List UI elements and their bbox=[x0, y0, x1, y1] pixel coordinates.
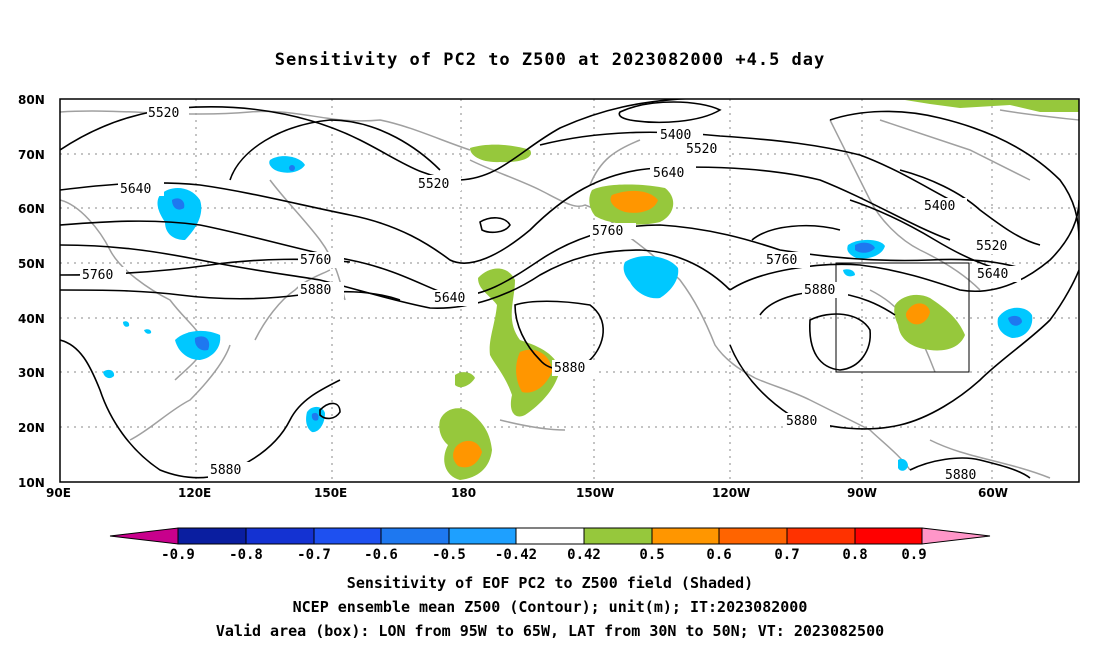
colorbar-label: 0.6 bbox=[706, 547, 731, 563]
colorbar-swatch bbox=[583, 527, 653, 545]
lat-label: 40N bbox=[18, 312, 45, 326]
contour-label: 5400 bbox=[924, 199, 955, 214]
colorbar-swatch bbox=[515, 527, 585, 545]
lon-label: 90E bbox=[46, 486, 71, 500]
caption-line-3: Valid area (box): LON from 95W to 65W, L… bbox=[215, 622, 885, 640]
lat-label: 70N bbox=[18, 148, 45, 162]
colorbar-swatch bbox=[921, 527, 991, 545]
colorbar-swatch bbox=[380, 527, 450, 545]
lon-label: 150E bbox=[314, 486, 347, 500]
colorbar-label: 0.5 bbox=[639, 547, 664, 563]
contour-label: 5520 bbox=[976, 239, 1007, 254]
contour-label: 5880 bbox=[300, 283, 331, 298]
lat-label: 20N bbox=[18, 421, 45, 435]
caption-line-1: Sensitivity of EOF PC2 to Z500 field (Sh… bbox=[346, 574, 754, 592]
contour-label: 5520 bbox=[418, 177, 449, 192]
lat-label: 80N bbox=[18, 93, 45, 107]
colorbar-swatch bbox=[651, 527, 720, 545]
contour-label: 5760 bbox=[592, 224, 623, 239]
colorbar-swatch bbox=[313, 527, 382, 545]
colorbar-label: -0.42 bbox=[495, 547, 537, 563]
latitude-labels: 80N 70N 60N 50N 40N 30N 20N 10N bbox=[18, 93, 45, 490]
colorbar-label: -0.9 bbox=[161, 547, 195, 563]
colorbar-swatch bbox=[786, 527, 856, 545]
sensitivity-shading bbox=[103, 100, 1079, 480]
colorbar-swatch bbox=[718, 527, 788, 545]
contour-label: 5640 bbox=[434, 291, 465, 306]
colorbar-label: -0.5 bbox=[432, 547, 466, 563]
contour-label: 5520 bbox=[686, 142, 717, 157]
longitude-labels: 90E 120E 150E 180 150W 120W 90W 60W bbox=[46, 486, 1008, 500]
lon-label: 90W bbox=[847, 486, 877, 500]
colorbar-swatch bbox=[854, 527, 923, 545]
map-title: Sensitivity of PC2 to Z500 at 2023082000… bbox=[274, 50, 826, 70]
gridlines bbox=[60, 99, 1079, 482]
colorbar-label: -0.7 bbox=[297, 547, 331, 563]
colorbar bbox=[109, 527, 991, 545]
colorbar-label: -0.8 bbox=[229, 547, 263, 563]
contour-label: 5640 bbox=[977, 267, 1008, 282]
contour-label: 5760 bbox=[300, 253, 331, 268]
contour-label: 5880 bbox=[554, 361, 585, 376]
contour-label: 5880 bbox=[210, 463, 241, 478]
lat-label: 10N bbox=[18, 476, 45, 490]
colorbar-swatch bbox=[245, 527, 315, 545]
contour-label: 5880 bbox=[945, 468, 976, 483]
coastlines bbox=[60, 109, 1079, 479]
lon-label: 180 bbox=[451, 486, 476, 500]
lon-label: 150W bbox=[576, 486, 614, 500]
lon-label: 120E bbox=[178, 486, 211, 500]
colorbar-labels: -0.9 -0.8 -0.7 -0.6 -0.5 -0.42 0.42 0.5 … bbox=[161, 547, 927, 563]
contour-label: 5640 bbox=[120, 182, 151, 197]
caption-line-2: NCEP ensemble mean Z500 (Contour); unit(… bbox=[292, 598, 808, 616]
colorbar-label: 0.9 bbox=[901, 547, 926, 563]
lat-label: 60N bbox=[18, 202, 45, 216]
contour-label: 5760 bbox=[82, 268, 113, 283]
colorbar-label: 0.8 bbox=[842, 547, 867, 563]
contour-label: 5400 bbox=[660, 128, 691, 143]
lat-label: 30N bbox=[18, 366, 45, 380]
contour-label: 5880 bbox=[804, 283, 835, 298]
contour-label: 5640 bbox=[653, 166, 684, 181]
colorbar-label: -0.6 bbox=[364, 547, 398, 563]
contour-label: 5880 bbox=[786, 414, 817, 429]
z500-contours bbox=[60, 99, 1079, 479]
contour-label: 5760 bbox=[766, 253, 797, 268]
contour-labels: 5520 5400 5520 5640 5520 5640 5400 5760 … bbox=[80, 104, 1021, 483]
colorbar-swatch bbox=[177, 527, 247, 545]
colorbar-label: 0.42 bbox=[567, 547, 601, 563]
colorbar-swatch bbox=[448, 527, 517, 545]
lat-label: 50N bbox=[18, 257, 45, 271]
lon-label: 120W bbox=[712, 486, 750, 500]
lon-label: 60W bbox=[978, 486, 1008, 500]
colorbar-label: 0.7 bbox=[774, 547, 799, 563]
contour-label: 5520 bbox=[148, 106, 179, 121]
map-frame bbox=[59, 98, 1080, 483]
valid-area-box bbox=[835, 262, 970, 373]
colorbar-swatch bbox=[109, 527, 179, 545]
